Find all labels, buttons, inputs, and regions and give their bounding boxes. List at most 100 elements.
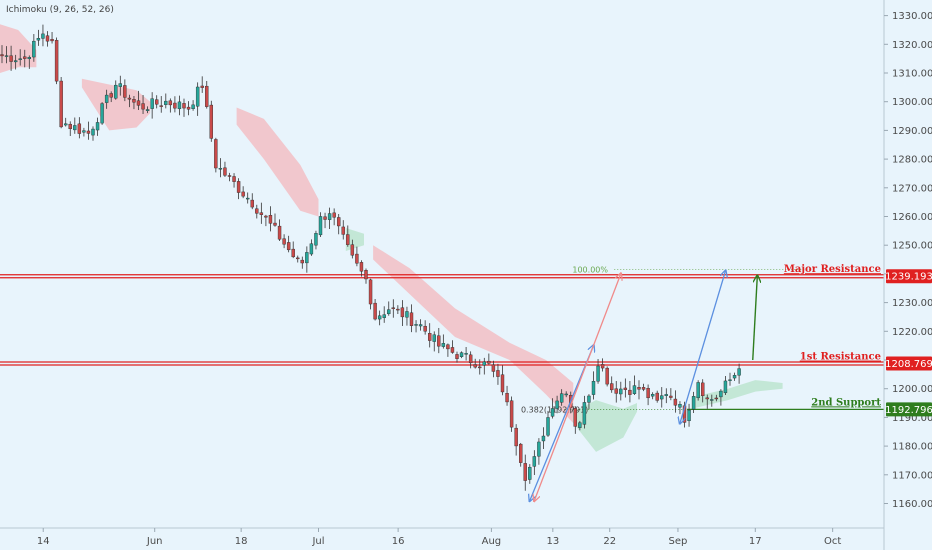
y-tick-label: 1230.000 <box>892 298 932 309</box>
indicator-legend[interactable]: Ichimoku (9, 26, 52, 26) <box>6 5 114 15</box>
candle-down <box>173 102 177 109</box>
candle-down <box>359 262 364 272</box>
candle-down <box>423 325 427 332</box>
major-resistance-badge-text: 1239.193 <box>885 272 932 283</box>
candle-down <box>159 105 163 107</box>
candle-down <box>332 212 336 218</box>
candle-up <box>441 343 446 347</box>
candle-down <box>264 215 268 218</box>
candle-down <box>646 388 650 399</box>
candle-down <box>241 191 245 197</box>
candle-up <box>13 60 18 63</box>
candle-up <box>696 382 700 399</box>
candle-up <box>41 33 45 39</box>
candle-down <box>323 216 327 220</box>
x-tick-label: 16 <box>392 536 405 547</box>
candle-down <box>655 392 659 401</box>
cloud-bearish <box>236 107 319 217</box>
candle-down <box>701 382 705 397</box>
candle-up <box>318 216 323 236</box>
candle-up <box>191 104 195 110</box>
candle-up <box>691 396 696 410</box>
candle-up <box>195 86 200 107</box>
candle-up <box>405 311 409 318</box>
cloud-bullish <box>345 227 364 251</box>
candle-up <box>164 100 168 105</box>
cloud-bearish <box>373 245 574 424</box>
candle-down <box>268 215 273 224</box>
candle-up <box>377 315 382 320</box>
candle-down <box>255 208 259 214</box>
candle-down <box>182 103 186 109</box>
candle-up <box>532 456 537 467</box>
projection-arrow-green <box>752 276 758 361</box>
candle-down <box>54 39 59 82</box>
candle-down <box>468 354 473 364</box>
x-tick-label: 18 <box>235 536 248 547</box>
candle-up <box>82 130 86 133</box>
candle-up <box>678 403 682 408</box>
candle-down <box>232 176 236 182</box>
first-resistance-badge <box>886 356 932 371</box>
y-tick-label: 1280.000 <box>892 155 932 166</box>
candle-down <box>168 100 173 106</box>
y-tick-label: 1320.000 <box>892 40 932 51</box>
candle-down <box>523 463 527 481</box>
second-support-badge-text: 1192.796 <box>885 405 932 416</box>
candle-up <box>587 395 591 403</box>
candle-up <box>414 324 418 326</box>
candle-down <box>205 85 209 107</box>
y-tick-label: 1160.000 <box>892 499 932 510</box>
candle-down <box>86 130 91 134</box>
level-labels: Major Resistance 1239.193 1st Resistance 12… <box>784 264 932 417</box>
candle-up <box>150 98 154 109</box>
candle-down <box>136 100 141 106</box>
candle-down <box>214 139 218 169</box>
candle-down <box>600 364 605 369</box>
candle-down <box>705 397 709 400</box>
candle-down <box>673 398 678 406</box>
y-tick-label: 1330.000 <box>892 11 932 22</box>
candle-down <box>59 80 63 128</box>
candle-down <box>209 104 214 139</box>
candle-down <box>623 387 628 390</box>
y-tick-label: 1200.000 <box>892 384 932 395</box>
candle-down <box>628 389 632 395</box>
candle-up <box>18 58 22 60</box>
candle-up <box>305 252 309 264</box>
candle-down <box>9 55 13 62</box>
candle-up <box>314 233 318 246</box>
candle-down <box>519 443 523 463</box>
candle-up <box>591 381 596 395</box>
candle-up <box>4 55 9 57</box>
candle-down <box>200 85 204 88</box>
candle-up <box>309 243 314 255</box>
candle-down <box>364 270 368 280</box>
x-tick-label: Oct <box>824 536 841 547</box>
candle-up <box>537 441 541 457</box>
candle-up <box>73 125 77 131</box>
candle-down <box>123 85 127 98</box>
candle-down <box>259 212 264 215</box>
candle-up <box>732 375 737 379</box>
candle-down <box>236 181 241 193</box>
x-tick-label: 22 <box>603 536 616 547</box>
candle-down <box>355 253 359 264</box>
candle-up <box>387 309 391 315</box>
candle-down <box>346 234 350 245</box>
first-resistance-badge-text: 1208.769 <box>885 359 932 370</box>
y-tick-label: 1270.000 <box>892 183 932 194</box>
candle-up <box>418 324 423 327</box>
y-tick-label: 1220.000 <box>892 327 932 338</box>
candle-up <box>145 109 150 111</box>
candle-down <box>669 395 673 398</box>
first-resistance-label: 1st Resistance <box>800 352 881 363</box>
candle-down <box>296 257 300 260</box>
candle-up <box>464 353 468 355</box>
cloud-bearish <box>0 24 37 73</box>
candle-down <box>50 38 54 42</box>
candle-up <box>687 409 691 422</box>
fib-label-100: 100.00% <box>572 266 608 275</box>
